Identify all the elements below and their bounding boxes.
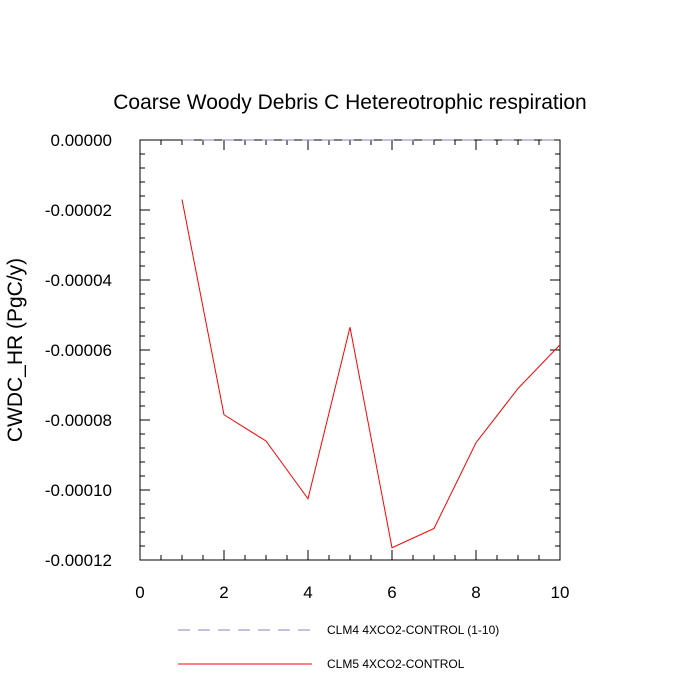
x-tick-label: 0 xyxy=(135,583,144,602)
y-tick-label: -0.00012 xyxy=(45,551,112,570)
x-tick-label: 10 xyxy=(551,583,570,602)
legend-label-1: CLM4 4XCO2-CONTROL (1-10) xyxy=(327,623,499,637)
plot-frame xyxy=(139,139,561,561)
y-tick-label: -0.00006 xyxy=(45,341,112,360)
series-layer xyxy=(181,139,561,549)
x-tick-label: 6 xyxy=(387,583,396,602)
y-tick-label: -0.00004 xyxy=(45,271,112,290)
y-tick-label: -0.00010 xyxy=(45,481,112,500)
x-tick-label: 8 xyxy=(471,583,480,602)
series-line-2 xyxy=(181,199,561,549)
y-axis-label: CWDC_HR (PgC/y) xyxy=(4,258,27,442)
x-tick-label: 2 xyxy=(219,583,228,602)
chart-title: Coarse Woody Debris C Hetereotrophic res… xyxy=(113,91,586,114)
legend: CLM4 4XCO2-CONTROL (1-10) CLM5 4XCO2-CONT… xyxy=(178,623,499,671)
y-tick-label: -0.00002 xyxy=(45,201,112,220)
x-tick-label: 4 xyxy=(303,583,312,602)
legend-label-2: CLM5 4XCO2-CONTROL xyxy=(327,657,465,671)
plot-axes: 0 2 4 6 8 10 0.00000 -0.00002 -0.00004 -0.00006 -0… xyxy=(45,131,570,602)
y-tick-label: 0.00000 xyxy=(51,131,112,150)
y-tick-label: -0.00008 xyxy=(45,411,112,430)
